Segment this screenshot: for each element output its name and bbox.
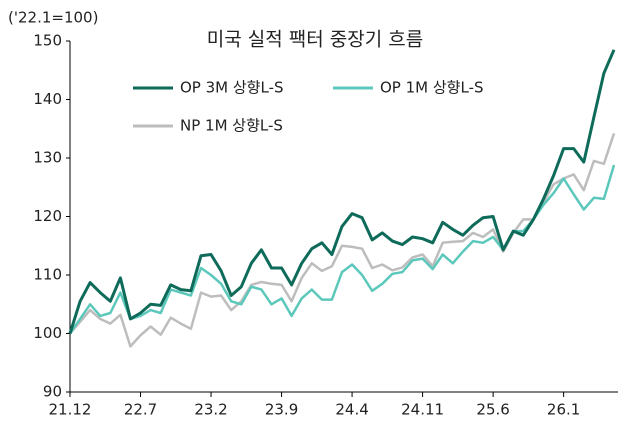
y-tick-label: 110 bbox=[33, 266, 62, 284]
x-tick-label: 24.11 bbox=[401, 401, 444, 419]
x-tick-label: 24.4 bbox=[335, 401, 368, 419]
x-tick-label: 26.1 bbox=[547, 401, 580, 419]
x-tick-label: 23.9 bbox=[265, 401, 298, 419]
y-tick-label: 100 bbox=[33, 324, 62, 342]
x-tick-label: 21.12 bbox=[49, 401, 92, 419]
y-tick-label: 130 bbox=[33, 149, 62, 167]
legend-label: NP 1M 상향L-S bbox=[180, 117, 283, 135]
x-tick-label: 23.2 bbox=[194, 401, 227, 419]
y-tick-label: 140 bbox=[33, 90, 62, 108]
series-line bbox=[69, 133, 616, 348]
legend-label: OP 1M 상향L-S bbox=[380, 79, 484, 97]
y-tick-label: 150 bbox=[33, 32, 62, 50]
series-line bbox=[68, 49, 616, 334]
x-tick-label: 25.6 bbox=[476, 401, 509, 419]
chart-title: 미국 실적 팩터 중장기 흐름 bbox=[207, 29, 423, 51]
y-axis-label: ('22.1=100) bbox=[8, 9, 98, 27]
legend-label: OP 3M 상향L-S bbox=[180, 79, 284, 97]
series-line bbox=[68, 164, 616, 335]
y-tick-label: 90 bbox=[43, 383, 62, 401]
y-tick-label: 120 bbox=[33, 207, 62, 225]
x-tick-label: 22.7 bbox=[124, 401, 157, 419]
